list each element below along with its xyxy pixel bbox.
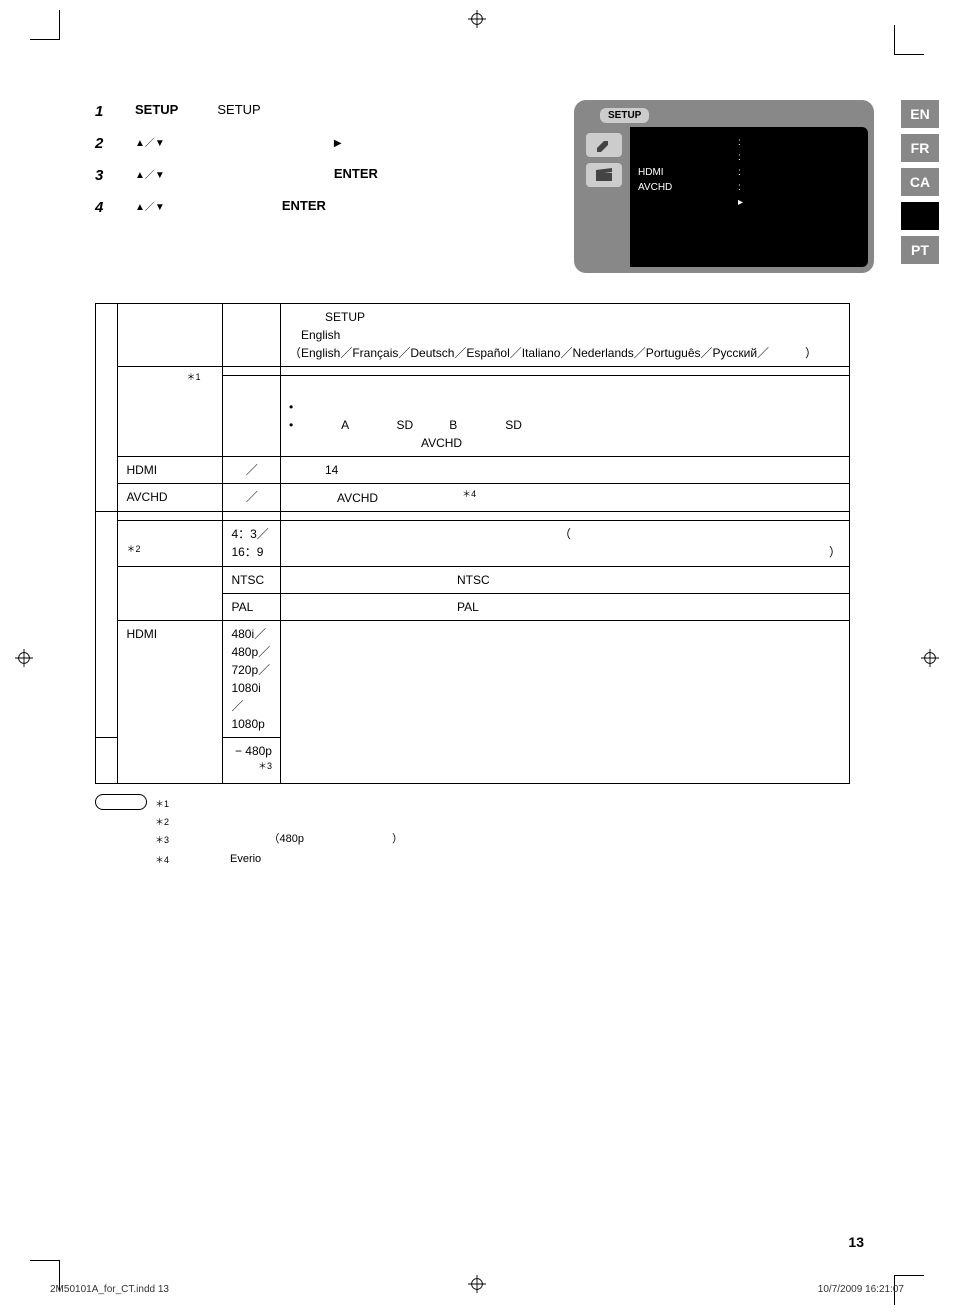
step-number: 1 xyxy=(95,100,135,124)
wrench-icon xyxy=(586,133,622,157)
step-text: SETUP SETUP xyxy=(135,100,475,124)
note-badge xyxy=(95,794,147,810)
registration-mark-icon xyxy=(921,649,939,667)
settings-table: SETUP English（English／Français／Deutsch／E… xyxy=(95,303,850,784)
cell-language: SETUP English（English／Français／Deutsch／E… xyxy=(280,304,849,367)
footer-timestamp: 10/7/2009 16:21:07 xyxy=(818,1284,904,1295)
page-number: 13 xyxy=(848,1234,864,1250)
crop-mark xyxy=(894,25,924,55)
table-row: AVCHD ／ AVCHD ＊4 xyxy=(96,484,850,512)
table-row: ＊2 4：3／16：9 （ ） xyxy=(96,521,850,567)
table-row: NTSC NTSC xyxy=(96,567,850,594)
footnote: ＊2 xyxy=(95,812,894,830)
step-number: 2 xyxy=(95,132,135,156)
language-tabs: EN FR CA PT xyxy=(901,100,939,270)
crop-mark xyxy=(30,10,60,40)
instruction-step: 1 SETUP SETUP xyxy=(95,100,475,124)
clapper-icon xyxy=(586,163,622,187)
step-text: ▲／▼ ▶ xyxy=(135,132,475,156)
step-number: 3 xyxy=(95,164,135,188)
footer-filename: 2M50101A_for_CT.indd 13 xyxy=(50,1284,169,1295)
screen-title: SETUP xyxy=(600,108,649,123)
instruction-step: 4 ▲／▼ ENTER xyxy=(95,196,475,220)
footnote: ＊4 Everio xyxy=(95,850,894,870)
table-row xyxy=(96,512,850,521)
lang-tab-ca: CA xyxy=(901,168,939,196)
lang-tab-fr: FR xyxy=(901,134,939,162)
screen-menu: : : HDMI: AVCHD: ▸ xyxy=(630,127,868,267)
footnotes: ＊1 ＊2 ＊3 （480p ） ＊4 Everio xyxy=(95,794,894,870)
instruction-step: 2 ▲／▼ ▶ xyxy=(95,132,475,156)
step-text: ▲／▼ ENTER xyxy=(135,196,475,220)
page-content: EN FR CA PT 1 SETUP SETUP 2 ▲／▼ ▶ 3 ▲／▼ … xyxy=(95,100,894,870)
instruction-step: 3 ▲／▼ ENTER xyxy=(95,164,475,188)
table-row: HDMI 480i／480p／720p／1080i／1080p xyxy=(96,621,850,738)
registration-mark-icon xyxy=(15,649,33,667)
registration-mark-icon xyxy=(468,10,486,28)
lang-tab-en: EN xyxy=(901,100,939,128)
screen-icon-column xyxy=(580,127,630,267)
lang-tab-current xyxy=(901,202,939,230)
instruction-list: 1 SETUP SETUP 2 ▲／▼ ▶ 3 ▲／▼ ENTER 4 ▲／▼ … xyxy=(95,100,475,228)
footnote: ＊3 （480p ） xyxy=(95,830,894,850)
print-footer: 2M50101A_for_CT.indd 13 10/7/2009 16:21:… xyxy=(50,1284,904,1295)
lang-tab-pt: PT xyxy=(901,236,939,264)
step-number: 4 xyxy=(95,196,135,220)
table-row: ＊1 xyxy=(96,367,850,376)
step-text: ▲／▼ ENTER xyxy=(135,164,475,188)
screen-preview: SETUP : : HDMI: AVCHD: ▸ xyxy=(574,100,874,273)
table-row: SETUP English（English／Français／Deutsch／E… xyxy=(96,304,850,367)
footnote: ＊1 xyxy=(95,794,894,812)
table-row: HDMI ／ 14 xyxy=(96,457,850,484)
